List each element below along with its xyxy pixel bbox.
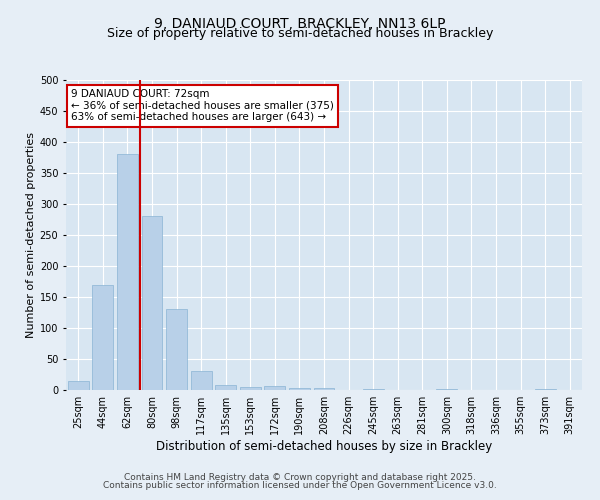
Bar	[289, 388, 310, 390]
Bar	[68, 380, 89, 390]
Text: 9, DANIAUD COURT, BRACKLEY, NN13 6LP: 9, DANIAUD COURT, BRACKLEY, NN13 6LP	[154, 18, 446, 32]
Bar	[265, 386, 286, 390]
X-axis label: Distribution of semi-detached houses by size in Brackley: Distribution of semi-detached houses by …	[156, 440, 492, 453]
Bar	[314, 388, 334, 390]
Bar	[215, 385, 236, 390]
Y-axis label: Number of semi-detached properties: Number of semi-detached properties	[26, 132, 35, 338]
Text: Contains HM Land Registry data © Crown copyright and database right 2025.: Contains HM Land Registry data © Crown c…	[124, 472, 476, 482]
Text: Contains public sector information licensed under the Open Government Licence v3: Contains public sector information licen…	[103, 481, 497, 490]
Bar	[191, 372, 212, 390]
Text: Size of property relative to semi-detached houses in Brackley: Size of property relative to semi-detach…	[107, 28, 493, 40]
Bar	[142, 216, 163, 390]
Bar	[166, 310, 187, 390]
Bar	[92, 284, 113, 390]
Text: 9 DANIAUD COURT: 72sqm
← 36% of semi-detached houses are smaller (375)
63% of se: 9 DANIAUD COURT: 72sqm ← 36% of semi-det…	[71, 90, 334, 122]
Bar	[117, 154, 138, 390]
Bar	[240, 387, 261, 390]
